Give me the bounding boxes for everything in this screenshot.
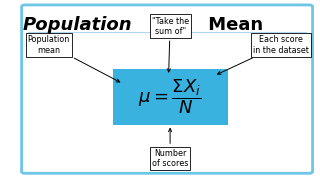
Text: Mean: Mean [202,16,263,34]
FancyBboxPatch shape [21,5,313,173]
FancyBboxPatch shape [113,69,228,125]
Text: "Take the
sum of": "Take the sum of" [152,17,189,72]
Text: Population
mean: Population mean [28,35,120,82]
Text: Each score
in the dataset: Each score in the dataset [218,35,309,74]
Text: Number
of scores: Number of scores [152,128,188,168]
Text: Population: Population [23,16,132,34]
Text: $\mu = \dfrac{\Sigma X_i}{N}$: $\mu = \dfrac{\Sigma X_i}{N}$ [138,78,202,116]
